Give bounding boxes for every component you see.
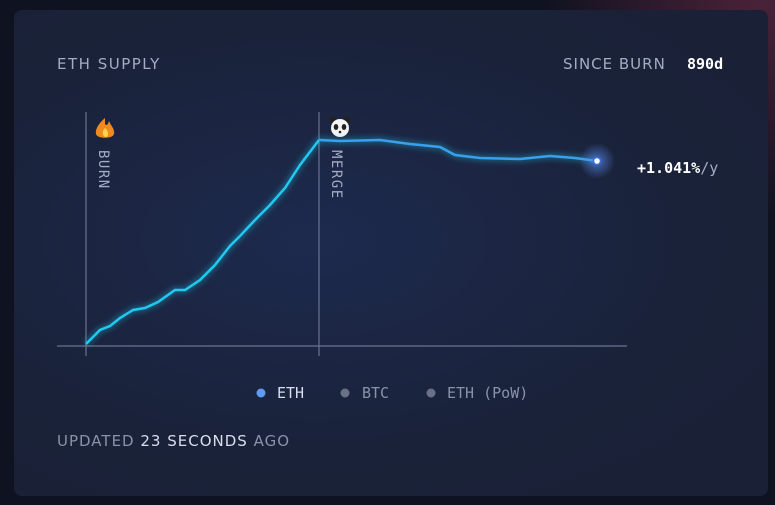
merge-label: MERGE xyxy=(328,150,344,200)
legend-dot xyxy=(426,388,436,398)
value: +1.041% xyxy=(637,159,701,177)
supply-line xyxy=(85,139,320,345)
burn-label: BURN xyxy=(95,150,111,190)
footer-time: 23 SECONDS xyxy=(140,432,248,450)
legend-dot xyxy=(340,388,350,398)
footer: UPDATED 23 SECONDS AGO xyxy=(57,432,290,450)
unit: /y xyxy=(700,159,719,177)
legend-item[interactable]: ETH xyxy=(277,384,305,402)
since-label: SINCE BURN xyxy=(563,55,666,73)
panda-icon xyxy=(329,116,351,137)
supply-line xyxy=(318,138,598,163)
fire-icon xyxy=(95,118,115,138)
title: ETH SUPPLY xyxy=(57,55,161,73)
legend-item[interactable]: BTC xyxy=(362,384,390,402)
legend-item[interactable]: ETH (PoW) xyxy=(447,384,529,402)
value-label: +1.041%/y xyxy=(637,159,718,177)
card xyxy=(14,10,768,496)
footer-suffix: AGO xyxy=(253,432,291,450)
since-value: 890d xyxy=(687,55,724,73)
legend-dot xyxy=(256,388,266,398)
footer-prefix: UPDATED xyxy=(57,432,135,450)
current-point xyxy=(592,156,602,166)
